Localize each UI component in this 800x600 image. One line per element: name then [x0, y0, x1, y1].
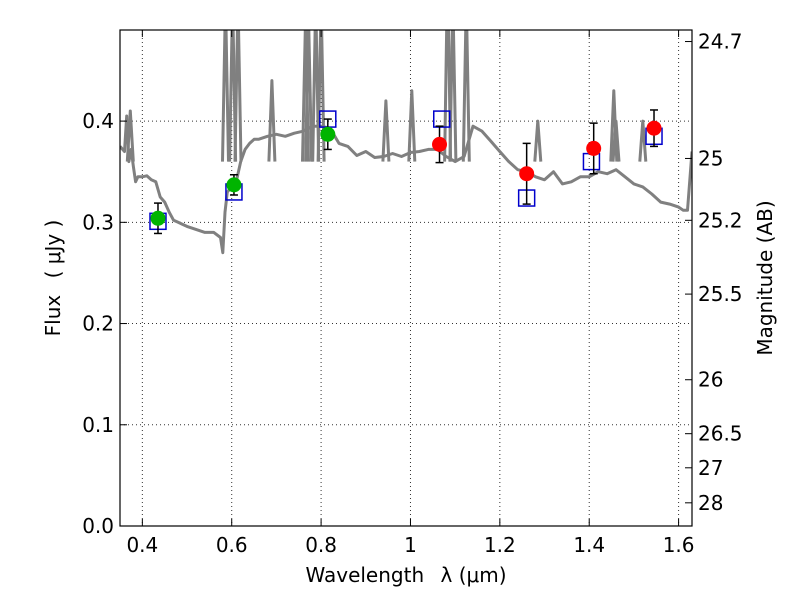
emission-line	[381, 99, 391, 162]
right-tick-label: 28	[698, 491, 723, 515]
x-tick-label: 1	[404, 533, 417, 557]
x-tick-label: 0.8	[305, 533, 337, 557]
plot-frame	[119, 29, 693, 527]
right-tick-label: 26	[698, 368, 723, 392]
emission-line	[304, 30, 314, 162]
y-tick-label: 0.1	[82, 413, 114, 437]
y-tick-label: 0.0	[82, 514, 114, 538]
red-photometry-point	[432, 136, 448, 152]
emission-line	[611, 119, 621, 162]
photometry-points	[149, 109, 663, 235]
right-tick-label: 25	[698, 146, 723, 170]
right-tick-label: 24.7	[698, 30, 743, 54]
y-tick-label: 0.2	[82, 312, 114, 336]
emission-line	[221, 30, 230, 162]
right-tick-label: 26.5	[698, 422, 743, 446]
axis-ticks: 0.4 0.6 0.8 1 1.2 1.4 1.6 0.0 0.1 0.2 0.3 0.4 24.7 25…	[82, 30, 742, 557]
right-tick-label: 25.5	[698, 282, 743, 306]
red-photometry-point	[586, 140, 602, 156]
green-photometry-point	[320, 126, 336, 142]
emission-line	[316, 30, 326, 162]
model-spectrum	[120, 30, 692, 255]
emission-line	[267, 79, 277, 162]
emission-line	[533, 119, 543, 162]
x-tick-label: 0.4	[126, 533, 158, 557]
emission-line	[638, 119, 648, 162]
emission-line	[448, 30, 458, 162]
x-tick-label: 1.6	[663, 533, 695, 557]
plot-area	[120, 30, 692, 255]
x-axis-label-text: Wavelength	[305, 563, 424, 587]
y-tick-label: 0.4	[82, 109, 114, 133]
x-axis-label-math: λ (μm)	[441, 563, 507, 587]
emission-line	[407, 89, 417, 162]
y-axis-label: Flux ( μJy )	[41, 220, 65, 337]
red-photometry-point	[519, 166, 535, 182]
y-axis-label-math: ( μJy )	[41, 220, 65, 279]
x-tick-label: 0.6	[216, 533, 248, 557]
y-tick-label: 0.3	[82, 210, 114, 234]
x-tick-label: 1.2	[484, 533, 516, 557]
emission-line	[125, 109, 135, 162]
y-axis-label-text: Flux	[41, 295, 65, 337]
y-axis-right-label: Magnitude (AB)	[753, 200, 777, 355]
green-photometry-point	[226, 177, 242, 193]
model-square	[433, 110, 451, 128]
right-tick-label: 25.2	[698, 208, 743, 232]
x-tick-label: 1.4	[573, 533, 605, 557]
x-axis-label: Wavelength λ (μm)	[305, 563, 506, 587]
right-tick-label: 27	[698, 456, 723, 480]
green-photometry-point	[150, 210, 166, 226]
emission-line	[233, 30, 243, 162]
red-photometry-point	[646, 120, 662, 136]
emission-line	[461, 30, 471, 162]
